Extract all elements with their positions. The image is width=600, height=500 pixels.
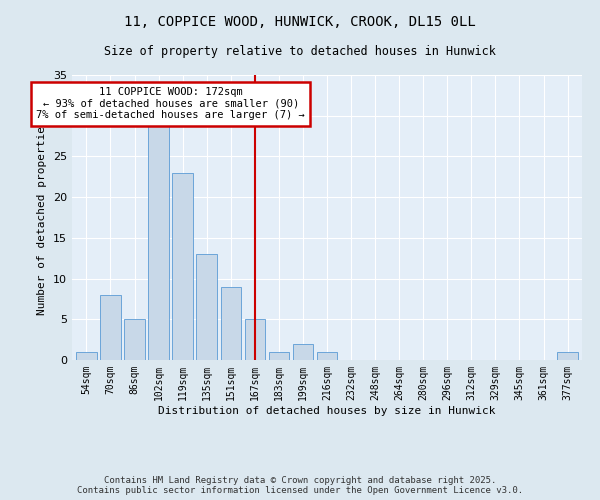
Y-axis label: Number of detached properties: Number of detached properties <box>37 120 47 316</box>
X-axis label: Distribution of detached houses by size in Hunwick: Distribution of detached houses by size … <box>158 406 496 415</box>
Bar <box>221 286 241 360</box>
Bar <box>293 344 313 360</box>
Bar <box>172 172 193 360</box>
Bar <box>100 295 121 360</box>
Text: Contains HM Land Registry data © Crown copyright and database right 2025.
Contai: Contains HM Land Registry data © Crown c… <box>77 476 523 495</box>
Text: Size of property relative to detached houses in Hunwick: Size of property relative to detached ho… <box>104 45 496 58</box>
Bar <box>269 352 289 360</box>
Bar <box>124 320 145 360</box>
Bar <box>148 124 169 360</box>
Text: 11, COPPICE WOOD, HUNWICK, CROOK, DL15 0LL: 11, COPPICE WOOD, HUNWICK, CROOK, DL15 0… <box>124 15 476 29</box>
Bar <box>76 352 97 360</box>
Bar <box>317 352 337 360</box>
Bar <box>196 254 217 360</box>
Bar <box>557 352 578 360</box>
Bar <box>245 320 265 360</box>
Text: 11 COPPICE WOOD: 172sqm
← 93% of detached houses are smaller (90)
7% of semi-det: 11 COPPICE WOOD: 172sqm ← 93% of detache… <box>36 87 305 120</box>
